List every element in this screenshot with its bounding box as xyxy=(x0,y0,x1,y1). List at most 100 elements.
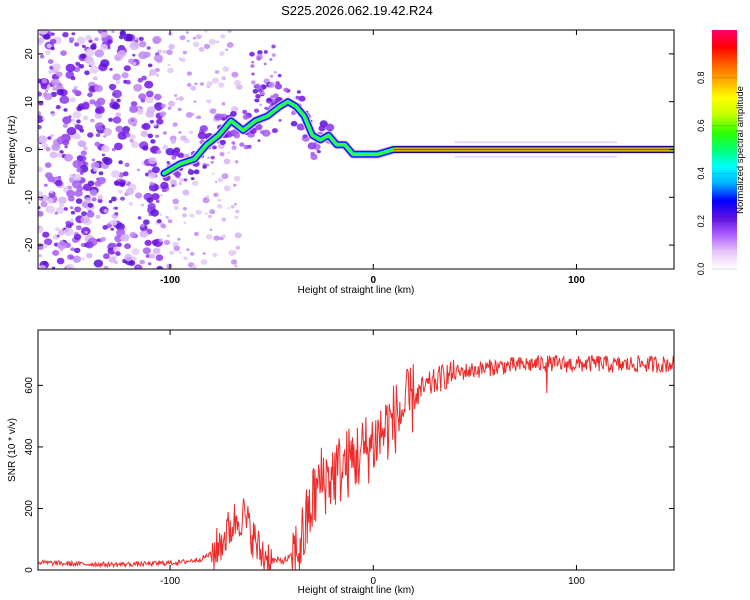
noise-blob xyxy=(249,51,255,57)
noise-blob xyxy=(108,117,113,122)
noise-blob xyxy=(242,109,248,115)
noise-blob xyxy=(39,54,45,59)
noise-blob xyxy=(144,239,152,246)
noise-blob xyxy=(38,210,44,217)
noise-blob xyxy=(94,37,99,41)
noise-blob xyxy=(195,209,202,215)
noise-blob xyxy=(134,264,143,269)
noise-blob xyxy=(263,62,267,66)
noise-blob xyxy=(149,186,155,191)
noise-blob xyxy=(54,211,58,215)
noise-blob xyxy=(90,118,95,123)
noise-blob xyxy=(89,99,96,105)
noise-blob xyxy=(174,94,178,97)
noise-blob xyxy=(178,131,182,134)
noise-blob xyxy=(257,88,263,93)
noise-blob xyxy=(100,31,108,38)
noise-blob xyxy=(150,139,156,144)
colorbar-tick-label: 0.8 xyxy=(696,72,706,85)
noise-blob xyxy=(148,73,152,77)
noise-blob xyxy=(70,247,75,252)
noise-blob xyxy=(156,107,162,111)
noise-blob xyxy=(203,197,207,200)
noise-blob xyxy=(114,142,123,151)
colorbar-gradient xyxy=(712,30,737,269)
noise-blob xyxy=(38,147,41,151)
noise-blob xyxy=(173,245,181,252)
noise-blob xyxy=(111,170,120,178)
noise-blob xyxy=(69,173,74,178)
noise-blob xyxy=(204,212,208,215)
noise-blob xyxy=(188,130,194,135)
noise-blob xyxy=(140,98,146,103)
noise-blob xyxy=(272,93,279,99)
noise-blob xyxy=(70,210,75,215)
noise-blob xyxy=(112,73,121,81)
noise-blob xyxy=(325,123,335,132)
noise-blob xyxy=(40,201,48,208)
noise-blob xyxy=(251,60,255,64)
noise-blob xyxy=(151,193,160,201)
noise-blob xyxy=(117,50,127,58)
noise-blob xyxy=(318,125,326,132)
noise-blob xyxy=(56,234,60,238)
noise-blob xyxy=(145,254,151,258)
noise-blob xyxy=(62,123,69,128)
noise-blob xyxy=(101,153,106,157)
noise-blob xyxy=(183,221,186,224)
noise-blob xyxy=(149,119,155,124)
noise-blob xyxy=(140,223,145,228)
ridge-band-1 xyxy=(160,98,674,177)
noise-blob xyxy=(219,139,226,145)
noise-blob xyxy=(247,144,252,149)
noise-blob xyxy=(55,105,61,110)
noise-blob xyxy=(310,153,318,160)
noise-blob xyxy=(97,194,104,200)
noise-blob xyxy=(51,143,61,151)
ridge-band-4 xyxy=(162,100,674,175)
noise-blob xyxy=(128,201,133,206)
noise-blob xyxy=(298,95,306,102)
noise-blob xyxy=(156,219,162,224)
noise-blob xyxy=(47,59,54,64)
noise-blob xyxy=(44,89,49,93)
noise-blob xyxy=(114,235,123,243)
noise-blob xyxy=(55,179,63,187)
noise-blob xyxy=(89,189,98,197)
noise-blob xyxy=(198,47,205,52)
noise-blob xyxy=(56,152,63,158)
noise-blob xyxy=(167,106,172,110)
noise-blob xyxy=(234,215,239,219)
noise-blob xyxy=(146,106,156,114)
noise-blob xyxy=(257,50,263,55)
noise-blob xyxy=(67,254,74,260)
noise-blob xyxy=(50,46,55,51)
noise-blob xyxy=(302,134,308,139)
noise-blob xyxy=(170,138,177,144)
noise-blob xyxy=(197,115,202,120)
noise-blob xyxy=(234,203,237,206)
noise-blob xyxy=(112,246,120,253)
noise-blob xyxy=(80,53,87,59)
heatmap-y-axis-label: Frequency (Hz) xyxy=(7,116,18,185)
noise-blob xyxy=(145,90,154,98)
noise-blob xyxy=(188,168,192,172)
noise-blob xyxy=(102,156,110,163)
noise-blob xyxy=(242,114,250,120)
noise-blob xyxy=(204,30,208,33)
noise-blob xyxy=(81,257,85,260)
noise-blob xyxy=(70,76,76,81)
noise-blob xyxy=(76,185,84,192)
noise-blob xyxy=(172,198,179,205)
noise-blob xyxy=(154,93,162,101)
noise-blob xyxy=(130,101,138,107)
noise-blob xyxy=(233,175,241,182)
noise-blob xyxy=(255,98,260,103)
snr-y-tick-label: 400 xyxy=(24,438,35,455)
noise-blob xyxy=(180,57,186,63)
noise-blob xyxy=(110,98,115,103)
noise-blob xyxy=(275,81,280,85)
noise-blob xyxy=(214,113,223,121)
noise-blob xyxy=(116,242,122,247)
noise-blob xyxy=(42,243,48,249)
